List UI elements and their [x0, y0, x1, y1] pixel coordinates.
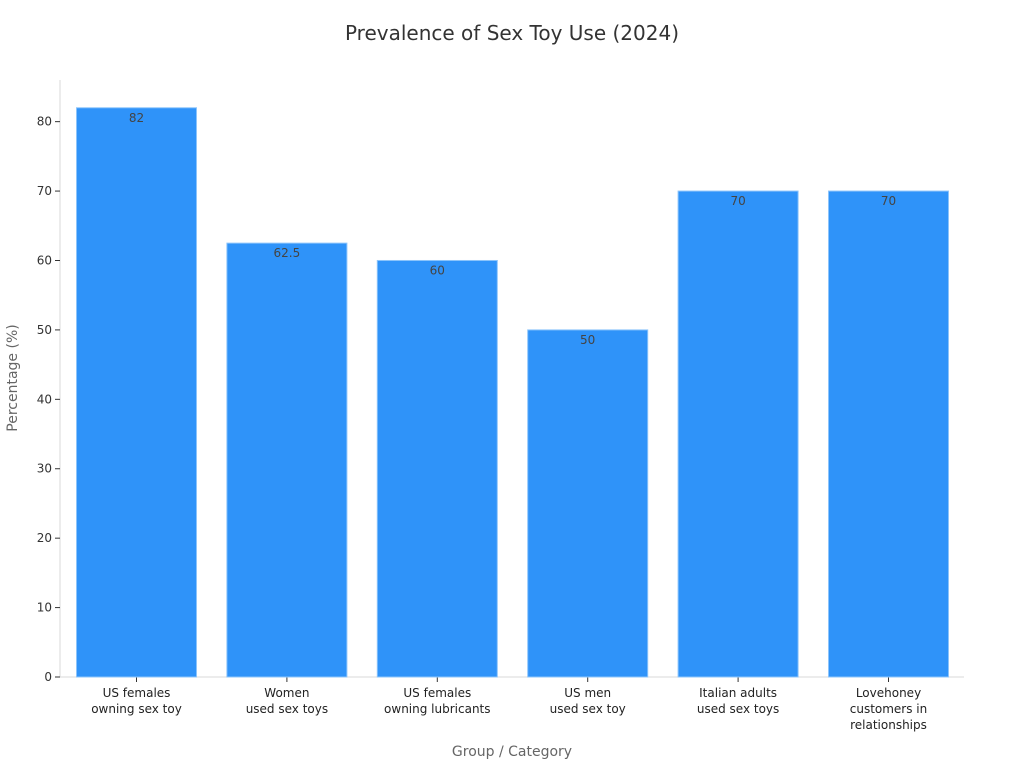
x-axis-title: Group / Category — [452, 744, 572, 760]
x-tick-label: US females owning sex toy — [91, 686, 182, 716]
x-tick-label: Women used sex toys — [246, 686, 328, 716]
y-tick-label: 10 — [37, 601, 52, 615]
data-labels: 82 62.5 60 50 70 70 — [129, 111, 896, 347]
bar-value-label: 70 — [730, 194, 745, 208]
bar — [677, 190, 799, 678]
bar-value-label: 82 — [129, 111, 144, 125]
x-tick-label: Lovehoney customers in relationships — [850, 686, 928, 732]
y-tick-label: 80 — [37, 115, 52, 129]
bar — [828, 190, 949, 678]
y-tick-label: 60 — [37, 253, 52, 267]
x-tick-label: US men used sex toy — [550, 686, 626, 716]
bar-value-label: 70 — [881, 194, 896, 208]
y-tick-label: 20 — [37, 531, 52, 545]
y-tick-label: 50 — [37, 323, 52, 337]
y-tick-label: 40 — [37, 392, 52, 406]
y-tick-label: 70 — [37, 184, 52, 198]
bar-value-label: 60 — [430, 263, 445, 277]
y-axis: 0 10 20 30 40 50 60 70 80 — [37, 80, 61, 684]
y-axis-title: Percentage (%) — [5, 324, 21, 431]
bar-value-label: 62.5 — [274, 246, 301, 260]
chart-title: Prevalence of Sex Toy Use (2024) — [345, 21, 679, 45]
bar-value-label: 50 — [580, 333, 595, 347]
bar — [376, 259, 498, 678]
bar — [76, 107, 197, 678]
x-tick-label: US females owning lubricants — [384, 686, 490, 716]
y-tick-label: 30 — [37, 462, 52, 476]
x-axis: US females owning sex toy Women used sex to… — [60, 676, 964, 732]
bar — [226, 242, 348, 678]
bar — [527, 329, 649, 678]
bars — [76, 107, 949, 678]
x-tick-label: Italian adults used sex toys — [697, 686, 779, 716]
y-tick-label: 0 — [44, 670, 52, 684]
